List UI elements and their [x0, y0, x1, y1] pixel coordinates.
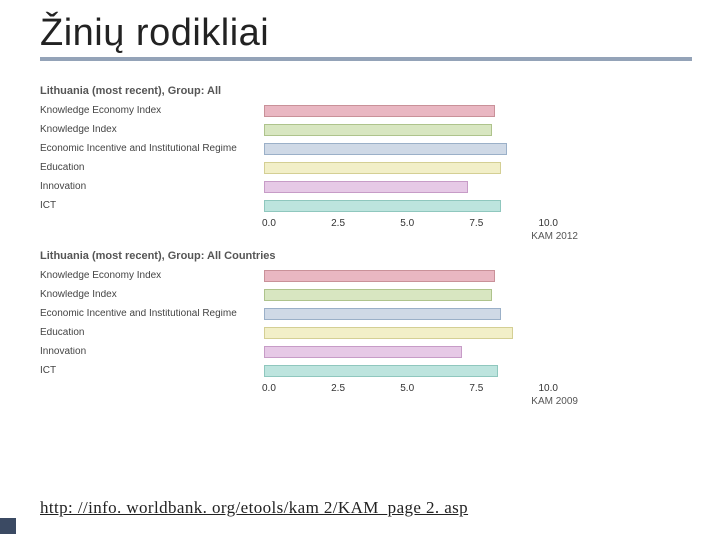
- x-tick: 2.5: [331, 218, 345, 229]
- x-tick: 0.0: [262, 218, 276, 229]
- bar-zone: [264, 181, 560, 193]
- bar: [264, 308, 501, 320]
- chart-title: Lithuania (most recent), Group: All Coun…: [38, 248, 598, 268]
- bar-label: Knowledge Index: [40, 290, 264, 300]
- bar: [264, 327, 513, 339]
- bar-zone: [264, 308, 560, 320]
- bar-label: Education: [40, 328, 264, 338]
- bar-zone: [264, 105, 560, 117]
- bar-row: Knowledge Index: [40, 124, 598, 136]
- bar-zone: [264, 327, 560, 339]
- bar-label: Knowledge Index: [40, 125, 264, 135]
- x-tick: 10.0: [539, 383, 558, 394]
- bar-zone: [264, 346, 560, 358]
- bar-row: Education: [40, 162, 598, 174]
- bar-zone: [264, 200, 560, 212]
- slide: Žinių rodikliai Lithuania (most recent),…: [0, 0, 720, 540]
- bar-label: Economic Incentive and Institutional Reg…: [40, 144, 264, 154]
- x-tick: 0.0: [262, 383, 276, 394]
- source-link[interactable]: http: //info. worldbank. org/etools/kam …: [40, 498, 468, 518]
- bar-label: ICT: [40, 366, 264, 376]
- x-tick: 2.5: [331, 383, 345, 394]
- plot-area: Knowledge Economy Index Knowledge Index Ec…: [40, 268, 598, 379]
- bar: [264, 270, 495, 282]
- x-tick: 5.0: [400, 218, 414, 229]
- bar-row: Innovation: [40, 346, 598, 358]
- x-axis: 0.0 2.5 5.0 7.5 10.0: [262, 214, 558, 229]
- bar-row: Knowledge Economy Index: [40, 270, 598, 282]
- bar-label: ICT: [40, 201, 264, 211]
- bar-row: ICT: [40, 365, 598, 377]
- bar-row: Knowledge Economy Index: [40, 105, 598, 117]
- bar: [264, 200, 501, 212]
- x-tick: 7.5: [469, 383, 483, 394]
- bar-chart: Lithuania (most recent), Group: AllKnowl…: [38, 77, 598, 242]
- chart-credit: KAM 2012: [38, 229, 578, 242]
- bar-row: ICT: [40, 200, 598, 212]
- x-tick: 5.0: [400, 383, 414, 394]
- bar-label: Innovation: [40, 182, 264, 192]
- chart-credit: KAM 2009: [38, 394, 578, 407]
- bar-chart: Lithuania (most recent), Group: All Coun…: [38, 242, 598, 407]
- bar: [264, 105, 495, 117]
- bar: [264, 365, 498, 377]
- bar-row: Knowledge Index: [40, 289, 598, 301]
- chart-stack: Lithuania (most recent), Group: AllKnowl…: [38, 77, 598, 407]
- bar: [264, 181, 468, 193]
- bar-zone: [264, 143, 560, 155]
- bar: [264, 143, 507, 155]
- x-tick: 10.0: [539, 218, 558, 229]
- bar-label: Economic Incentive and Institutional Reg…: [40, 309, 264, 319]
- plot-area: Knowledge Economy Index Knowledge Index Ec…: [40, 103, 598, 214]
- bar-label: Knowledge Economy Index: [40, 271, 264, 281]
- bar-label: Education: [40, 163, 264, 173]
- x-tick: 7.5: [469, 218, 483, 229]
- bar: [264, 346, 462, 358]
- bar-label: Knowledge Economy Index: [40, 106, 264, 116]
- bar-zone: [264, 124, 560, 136]
- bar-row: Innovation: [40, 181, 598, 193]
- bar-zone: [264, 270, 560, 282]
- page-title: Žinių rodikliai: [40, 12, 692, 55]
- corner-decor: [0, 518, 16, 534]
- bar-label: Innovation: [40, 347, 264, 357]
- bar-row: Education: [40, 327, 598, 339]
- bar: [264, 162, 501, 174]
- bar-zone: [264, 365, 560, 377]
- bar-zone: [264, 289, 560, 301]
- bar-row: Economic Incentive and Institutional Reg…: [40, 143, 598, 155]
- bar: [264, 289, 492, 301]
- title-rule: [40, 57, 692, 61]
- title-block: Žinių rodikliai: [40, 12, 692, 73]
- chart-title: Lithuania (most recent), Group: All: [38, 83, 598, 103]
- bar: [264, 124, 492, 136]
- x-axis: 0.0 2.5 5.0 7.5 10.0: [262, 379, 558, 394]
- bar-row: Economic Incentive and Institutional Reg…: [40, 308, 598, 320]
- bar-zone: [264, 162, 560, 174]
